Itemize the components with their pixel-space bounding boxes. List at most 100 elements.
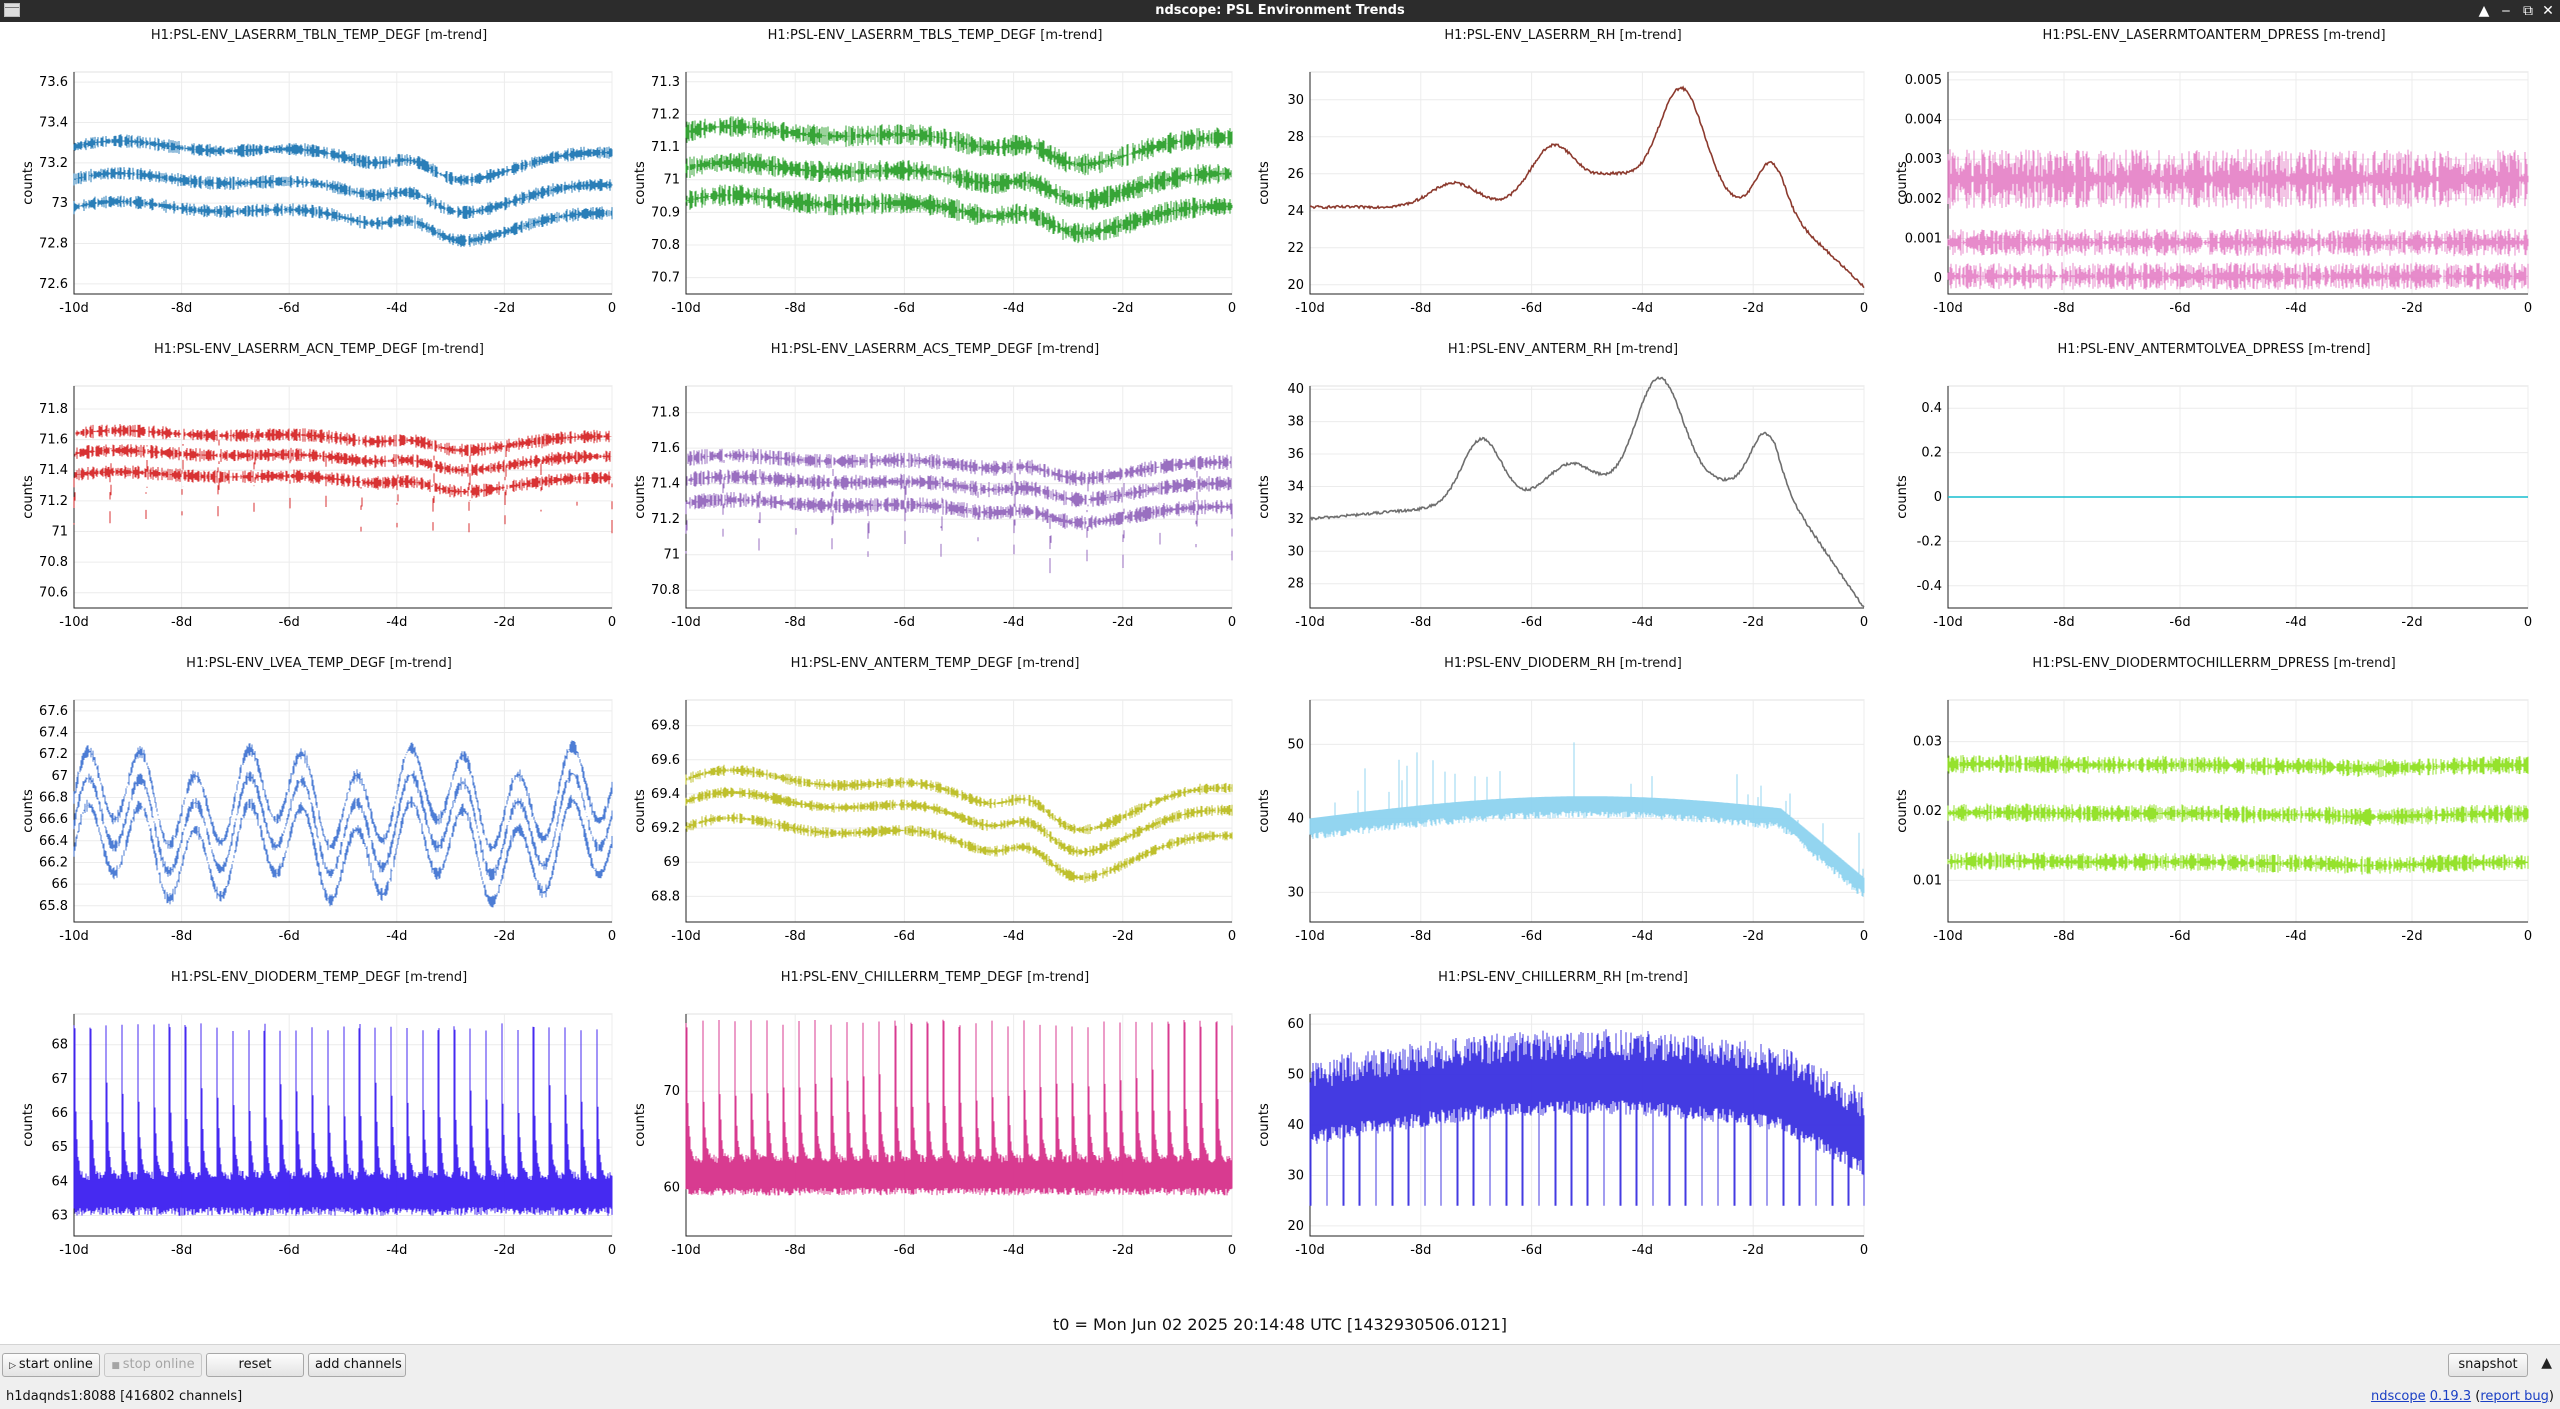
series-trace	[685, 812, 1233, 883]
y-tick-label: 70.7	[651, 271, 680, 286]
close-icon[interactable]: ✕	[2542, 3, 2554, 19]
trend-plot[interactable]: -10d -8d -6d -4d -2d 0 71.3 71.2 71.1 71 70.9 70.8 7…	[626, 22, 1244, 334]
trend-plot[interactable]: -10d -8d -6d -4d -2d 0 68 67 66 65 64 63 counts	[14, 964, 624, 1276]
x-tick-label: -4d	[1003, 1243, 1024, 1258]
report-bug-link[interactable]: report bug	[2480, 1389, 2549, 1404]
x-tick-label: -10d	[59, 301, 89, 316]
plot-panel[interactable]: H1:PSL-ENV_LASERRM_TBLS_TEMP_DEGF [m-tre…	[626, 22, 1244, 334]
plot-panel[interactable]: H1:PSL-ENV_CHILLERRM_TEMP_DEGF [m-trend]…	[626, 964, 1244, 1276]
version-link[interactable]: 0.19.3	[2429, 1389, 2472, 1404]
y-axis-label: counts	[1257, 475, 1272, 519]
x-tick-label: -2d	[1112, 1243, 1133, 1258]
series-trace	[73, 444, 613, 512]
x-tick-label: -2d	[494, 929, 515, 944]
trend-plot[interactable]: -10d -8d -6d -4d -2d 0 67.6 67.4 67.2 67 66.8 66.6 6…	[14, 650, 624, 962]
trend-plot[interactable]: -10d -8d -6d -4d -2d 0 40 38 36 34 32 30 28 counts	[1250, 336, 1876, 648]
maximize-icon[interactable]: ⧉	[2523, 3, 2533, 19]
keep-above-icon[interactable]: ▲	[2478, 3, 2490, 19]
axis-lines	[1947, 700, 2528, 923]
expand-arrow-icon[interactable]: ▲	[2541, 1355, 2552, 1371]
trend-plot[interactable]: -10d -8d -6d -4d -2d 0 30 28 26 24 22 20 counts	[1250, 22, 1876, 334]
series-trace	[1309, 376, 1865, 608]
x-tick-label: -2d	[494, 1243, 515, 1258]
axis-lines	[1309, 700, 1864, 923]
ndscope-link[interactable]: ndscope	[2370, 1389, 2426, 1404]
plot-panel[interactable]: H1:PSL-ENV_ANTERM_TEMP_DEGF [m-trend] -10…	[626, 650, 1244, 962]
trend-plot[interactable]: -10d -8d -6d -4d -2d 0 73.6 73.4 73.2 73 72.8 72.6 c…	[14, 22, 624, 334]
plot-panel[interactable]: H1:PSL-ENV_DIODERM_TEMP_DEGF [m-trend] -1…	[14, 964, 624, 1276]
series-trace	[73, 134, 613, 186]
axis-lines	[1947, 386, 2528, 609]
y-axis-label: counts	[1257, 161, 1272, 205]
x-tick-label: -6d	[1521, 301, 1542, 316]
plot-title: H1:PSL-ENV_CHILLERRM_RH [m-trend]	[1438, 970, 1688, 985]
plot-panel[interactable]: H1:PSL-ENV_LASERRM_ACS_TEMP_DEGF [m-tren…	[626, 336, 1244, 648]
trend-plot[interactable]: -10d -8d -6d -4d -2d 0 70 60 counts	[626, 964, 1244, 1276]
trend-plot[interactable]: -10d -8d -6d -4d -2d 0 69.8 69.6 69.4 69.2 69 68.8 c…	[626, 650, 1244, 962]
trend-plot[interactable]: -10d -8d -6d -4d -2d 0 60 50 40 30 20 counts	[1250, 964, 1876, 1276]
y-tick-label: 0.2	[1921, 446, 1942, 461]
x-tick-label: -4d	[386, 1243, 407, 1258]
y-tick-label: 26	[1287, 167, 1304, 182]
plot-title: H1:PSL-ENV_CHILLERRM_TEMP_DEGF [m-trend]	[780, 970, 1090, 985]
y-tick-label: 73	[51, 196, 68, 211]
plot-panel[interactable]: H1:PSL-ENV_CHILLERRM_RH [m-trend] -10d -8d…	[1250, 964, 1876, 1276]
plot-panel[interactable]: H1:PSL-ENV_LASERRMTOANTERM_DPRESS [m-tre…	[1888, 22, 2540, 334]
y-tick-label: 69.6	[651, 753, 680, 768]
series-trace	[1947, 851, 2529, 875]
series-trace	[73, 465, 613, 534]
plot-title: H1:PSL-ENV_LASERRM_RH [m-trend]	[1444, 28, 1682, 43]
y-tick-label: 68	[51, 1038, 68, 1053]
y-tick-label: 40	[1287, 382, 1304, 397]
trend-plot[interactable]: -10d -8d -6d -4d -2d 0 0.4 0.2 0 -0.2 -0.4 counts	[1888, 336, 2540, 648]
plot-panel[interactable]: H1:PSL-ENV_ANTERM_RH [m-trend] -10d -8d -6d…	[1250, 336, 1876, 648]
x-tick-label: 0	[2524, 301, 2532, 316]
x-tick-label: -10d	[1295, 615, 1325, 630]
plot-frame	[73, 71, 613, 295]
y-tick-label: 36	[1287, 447, 1304, 462]
minimize-icon[interactable]: ‒	[2501, 3, 2511, 19]
reset-button[interactable]: reset	[206, 1353, 304, 1377]
plot-panel[interactable]: H1:PSL-ENV_LASERRM_TBLN_TEMP_DEGF [m-tre…	[14, 22, 624, 334]
y-axis-label: counts	[633, 1103, 648, 1147]
plot-panel[interactable]: H1:PSL-ENV_LASERRM_RH [m-trend] -10d -8d -6…	[1250, 22, 1876, 334]
x-tick-label: -4d	[1632, 929, 1653, 944]
axis-lines	[685, 72, 1232, 295]
trend-plot[interactable]: -10d -8d -6d -4d -2d 0 0.03 0.02 0.01 counts	[1888, 650, 2540, 962]
series-trace	[1947, 262, 2529, 290]
y-tick-label: 69.2	[651, 821, 680, 836]
series-trace	[685, 469, 1233, 550]
y-tick-label: 30	[1287, 544, 1304, 559]
y-tick-label: 69	[663, 855, 680, 870]
snapshot-button[interactable]: snapshot	[2448, 1353, 2528, 1377]
series-trace	[685, 764, 1233, 835]
series-trace	[1309, 85, 1865, 289]
y-tick-label: 67.6	[39, 704, 68, 719]
x-tick-label: -6d	[894, 615, 915, 630]
trend-plot[interactable]: -10d -8d -6d -4d -2d 0 50 40 30 counts	[1250, 650, 1876, 962]
y-axis-label: counts	[1895, 475, 1910, 519]
trend-plot[interactable]: -10d -8d -6d -4d -2d 0 71.8 71.6 71.4 71.2 71 70.8 c…	[626, 336, 1244, 648]
x-tick-label: -6d	[894, 929, 915, 944]
x-tick-label: -8d	[785, 301, 806, 316]
x-tick-label: -2d	[1112, 929, 1133, 944]
x-tick-label: -6d	[2169, 929, 2190, 944]
x-tick-label: -10d	[671, 929, 701, 944]
plot-panel[interactable]: H1:PSL-ENV_LASERRM_ACN_TEMP_DEGF [m-tren…	[14, 336, 624, 648]
plot-panel[interactable]: H1:PSL-ENV_DIODERMTOCHILLERRM_DPRESS [m-…	[1888, 650, 2540, 962]
y-tick-label: 24	[1287, 204, 1304, 219]
x-tick-label: -2d	[494, 301, 515, 316]
y-axis-label: counts	[633, 161, 648, 205]
add-channels-button[interactable]: add channels	[308, 1353, 406, 1377]
y-tick-label: 0	[1934, 271, 1942, 286]
trend-plot[interactable]: -10d -8d -6d -4d -2d 0 0.005 0.004 0.003 0.002 0.0…	[1888, 22, 2540, 334]
plot-title: H1:PSL-ENV_DIODERMTOCHILLERRM_DPRESS [m-…	[2032, 656, 2396, 671]
start-online-button[interactable]: ▷ start online	[2, 1353, 100, 1377]
plot-panel[interactable]: H1:PSL-ENV_ANTERMTOLVEA_DPRESS [m-trend]…	[1888, 336, 2540, 648]
trend-plot[interactable]: -10d -8d -6d -4d -2d 0 71.8 71.6 71.4 71.2 71 70.8 7…	[14, 336, 624, 648]
x-tick-label: -6d	[279, 1243, 300, 1258]
y-tick-label: 38	[1287, 415, 1304, 430]
plot-panel[interactable]: H1:PSL-ENV_LVEA_TEMP_DEGF [m-trend] -10d -…	[14, 650, 624, 962]
y-tick-label: 67.4	[39, 725, 68, 740]
plot-panel[interactable]: H1:PSL-ENV_DIODERM_RH [m-trend] -10d -8d -6…	[1250, 650, 1876, 962]
